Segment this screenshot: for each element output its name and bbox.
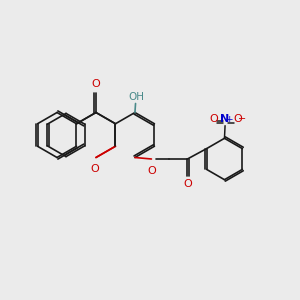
Text: O: O <box>148 166 156 176</box>
Text: O: O <box>90 164 99 174</box>
Text: O: O <box>184 179 192 189</box>
Text: +: + <box>225 115 233 124</box>
Text: N: N <box>220 115 230 124</box>
Text: OH: OH <box>128 92 144 102</box>
Text: −: − <box>238 114 247 124</box>
Text: O: O <box>92 80 100 89</box>
Text: O: O <box>233 114 242 124</box>
Text: O: O <box>209 114 218 124</box>
